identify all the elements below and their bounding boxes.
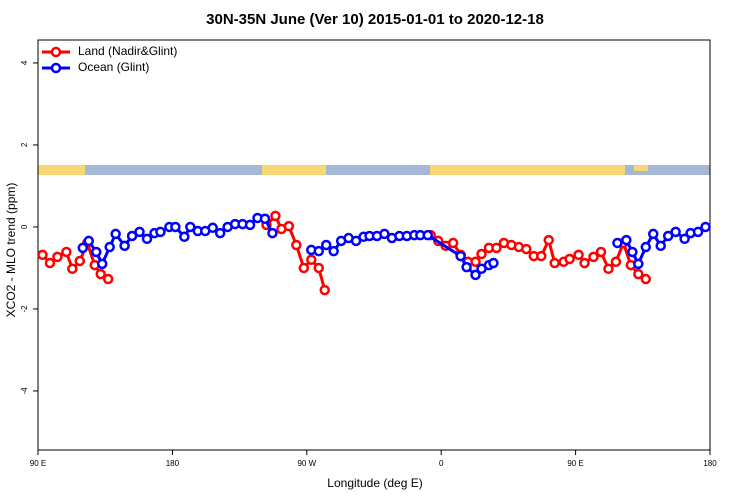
x-tick-label: 90 E (30, 459, 46, 468)
point (633, 258, 644, 270)
point (306, 254, 317, 266)
point (126, 230, 138, 242)
point (313, 245, 324, 257)
point (579, 257, 590, 269)
point (270, 210, 281, 222)
point (470, 256, 481, 268)
point (573, 249, 584, 261)
point (77, 242, 89, 254)
point (621, 234, 632, 246)
point (207, 222, 218, 234)
point (422, 229, 434, 241)
point (267, 227, 278, 239)
point (244, 219, 256, 231)
point (521, 243, 532, 255)
point (640, 241, 652, 253)
y-tick-label: -4 (20, 387, 29, 395)
y-tick-label: 2 (20, 142, 29, 147)
point (662, 230, 674, 242)
point (110, 228, 121, 240)
surface-strip (38, 165, 710, 175)
point (476, 248, 487, 260)
point (179, 231, 190, 243)
point (470, 269, 481, 281)
x-tick-label: 90 W (297, 459, 316, 468)
point (588, 251, 599, 263)
point (104, 241, 115, 253)
x-axis-label: Longitude (deg E) (327, 476, 422, 490)
x-tick-label: 180 (166, 459, 180, 468)
x-tick-label: 0 (439, 459, 444, 468)
point (700, 221, 711, 233)
point (679, 233, 690, 245)
point (95, 268, 106, 280)
point (155, 226, 166, 238)
point (612, 237, 623, 249)
point (170, 221, 181, 233)
point (379, 228, 390, 240)
point (595, 246, 607, 258)
point (610, 256, 622, 268)
y-axis-label: XCO2 - MLO trend (ppm) (4, 183, 18, 318)
point (328, 245, 339, 257)
point (119, 240, 130, 252)
chart-title: 30N-35N June (Ver 10) 2015-01-01 to 2020… (206, 11, 544, 28)
point (61, 246, 72, 258)
y-tick-label: 4 (20, 60, 29, 65)
point (44, 257, 56, 269)
point (603, 263, 614, 275)
point (134, 226, 145, 238)
point (291, 239, 302, 251)
point (461, 261, 472, 273)
point (283, 220, 295, 232)
point (447, 237, 459, 249)
point (655, 240, 666, 252)
point (455, 250, 466, 262)
point (74, 255, 86, 267)
point (298, 262, 310, 274)
y-tick-label: -2 (20, 305, 29, 313)
point (90, 246, 102, 258)
legend-marker (50, 62, 62, 74)
legend-label: Land (Nadir&Glint) (78, 44, 177, 58)
point (350, 235, 362, 247)
point (67, 263, 78, 275)
x-tick-label: 90 E (567, 459, 583, 468)
series-line (41, 213, 647, 291)
point (141, 233, 153, 245)
point (536, 250, 547, 262)
point (633, 268, 644, 280)
point (627, 246, 638, 258)
point (488, 257, 499, 269)
point (692, 226, 704, 238)
point (320, 239, 332, 251)
point (549, 257, 560, 269)
point (543, 234, 554, 246)
point (96, 258, 108, 270)
legend-label: Ocean (Glint) (78, 60, 149, 74)
point (83, 235, 95, 247)
point (319, 284, 330, 296)
plot-frame (37, 39, 711, 451)
x-tick-label: 180 (703, 459, 717, 468)
point (185, 221, 196, 233)
point (37, 249, 48, 261)
point (670, 226, 681, 238)
point (564, 253, 575, 265)
legend-marker (50, 46, 62, 58)
point (214, 227, 226, 239)
point (102, 273, 114, 285)
y-tick-label: 0 (20, 224, 29, 229)
point (491, 242, 502, 254)
point (640, 273, 652, 285)
point (52, 251, 63, 263)
point (259, 213, 271, 225)
point (648, 228, 659, 240)
point (313, 262, 324, 274)
